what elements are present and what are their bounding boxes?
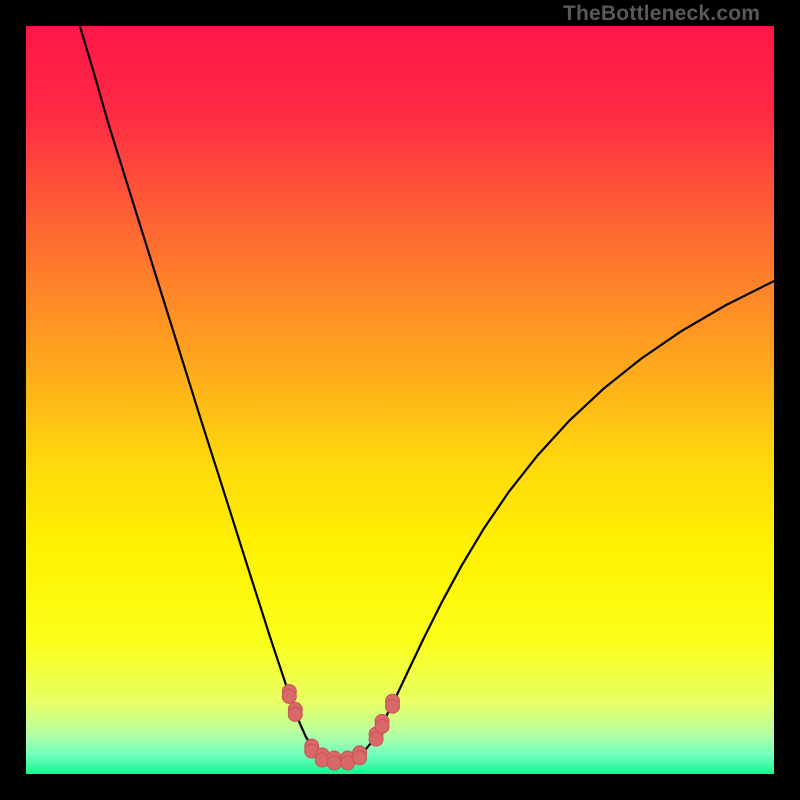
marker-point [375,714,389,733]
marker-point [288,702,302,721]
gradient-background [26,26,774,774]
plot-area [26,26,774,774]
marker-point [386,694,400,713]
marker-point [327,751,341,770]
marker-point [282,684,296,703]
marker-point [353,746,367,765]
chart-svg [26,26,774,774]
watermark-text: TheBottleneck.com [563,2,760,26]
